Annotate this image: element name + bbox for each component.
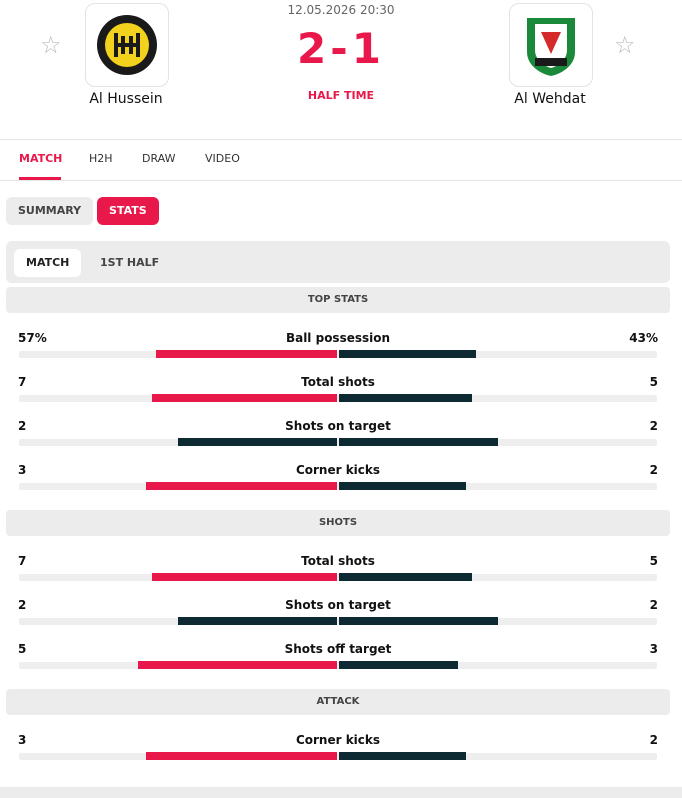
away-bar [339, 661, 459, 669]
bar-track [19, 395, 657, 402]
bar-track [19, 618, 657, 625]
subtab[interactable]: STATS [97, 197, 159, 225]
bar-track [19, 662, 657, 669]
away-bar [339, 350, 476, 358]
stat-name: Shots on target [285, 598, 391, 612]
home-value: 3 [18, 463, 27, 477]
tab[interactable]: DRAW [142, 152, 176, 165]
home-value: 57% [18, 331, 47, 345]
section-header: SHOTS [6, 510, 670, 536]
bar-track [19, 439, 657, 446]
stat-name: Ball possession [285, 331, 391, 345]
away-value: 2 [649, 419, 658, 433]
away-bar [339, 617, 498, 625]
away-value: 5 [649, 375, 658, 389]
active-tab-underline [19, 177, 61, 180]
away-logo [509, 3, 593, 87]
away-bar [339, 573, 472, 581]
home-bar [151, 394, 337, 402]
period-panel [6, 241, 670, 283]
tab[interactable]: VIDEO [205, 152, 240, 165]
favorite-star[interactable]: ☆ [614, 31, 636, 59]
favorite-star[interactable]: ☆ [40, 31, 62, 59]
match-datetime: 12.05.2026 20:30 [287, 3, 395, 17]
bar-track [19, 351, 657, 358]
section-header: ATTACK [6, 689, 670, 715]
home-value: 3 [18, 733, 27, 747]
home-team: Al Hussein [89, 91, 163, 107]
home-value: 2 [18, 598, 27, 612]
away-value: 5 [649, 554, 658, 568]
stat-name: Shots on target [285, 419, 391, 433]
match-status: HALF TIME [307, 89, 375, 102]
stat-name: Shots off target [284, 642, 392, 656]
divider [0, 139, 682, 140]
home-bar [146, 752, 337, 760]
away-bar [339, 394, 472, 402]
score: 2-1 [297, 24, 385, 73]
home-bar [146, 482, 337, 490]
home-value: 7 [18, 375, 27, 389]
footer-strip [0, 787, 682, 798]
away-bar [339, 482, 467, 490]
subtab[interactable]: SUMMARY [6, 197, 94, 225]
stat-name: Corner kicks [295, 733, 381, 747]
away-value: 2 [649, 598, 658, 612]
away-value: 2 [649, 463, 658, 477]
tab[interactable]: MATCH [19, 152, 63, 165]
tab[interactable]: H2H [89, 152, 113, 165]
away-team: Al Wehdat [514, 91, 586, 107]
divider [0, 180, 682, 181]
period-tab[interactable]: MATCH [14, 249, 82, 277]
home-value: 7 [18, 554, 27, 568]
period-tab[interactable]: 1ST HALF [100, 256, 160, 269]
away-value: 2 [649, 733, 658, 747]
stat-name: Total shots [301, 375, 375, 389]
section-header: TOP STATS [6, 287, 670, 313]
bar-track [19, 753, 657, 760]
home-bar [155, 350, 337, 358]
stat-name: Total shots [301, 554, 375, 568]
home-bar [178, 438, 337, 446]
away-bar [339, 438, 498, 446]
home-bar [138, 661, 337, 669]
home-bar [151, 573, 337, 581]
bar-track [19, 483, 657, 490]
away-value: 43% [629, 331, 658, 345]
stat-name: Corner kicks [295, 463, 381, 477]
home-value: 5 [18, 642, 27, 656]
home-logo [85, 3, 169, 87]
home-value: 2 [18, 419, 27, 433]
home-bar [178, 617, 337, 625]
away-bar [339, 752, 467, 760]
bar-track [19, 574, 657, 581]
away-value: 3 [649, 642, 658, 656]
